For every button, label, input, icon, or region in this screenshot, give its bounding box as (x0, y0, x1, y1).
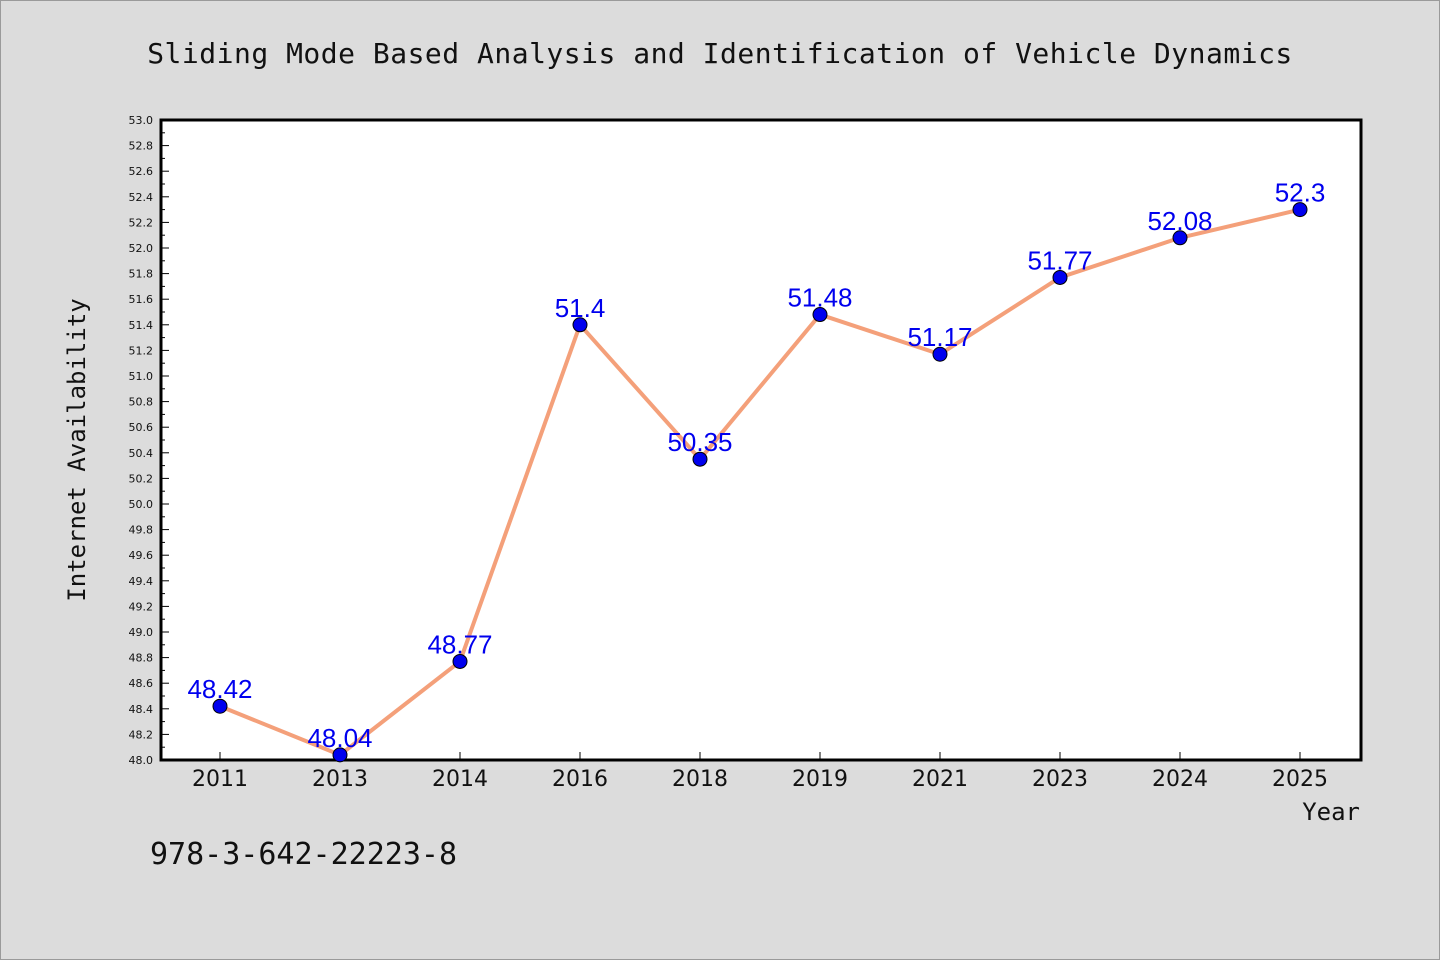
y-tick-label: 52.4 (129, 191, 154, 204)
y-axis: 48.0 48.2 48.4 48.6 48.8 49.0 49.2 49.4 49.6 49.8… (129, 114, 169, 767)
y-tick-label: 51.8 (129, 268, 154, 281)
y-tick-label: 52.0 (129, 242, 154, 255)
y-tick-label: 51.0 (129, 370, 154, 383)
x-tick-label: 2021 (912, 767, 968, 792)
data-point (812, 307, 828, 323)
y-tick-label: 52.6 (129, 165, 154, 178)
data-point (1172, 230, 1188, 246)
y-tick-label: 51.6 (129, 293, 154, 306)
y-tick-label: 49.4 (129, 575, 154, 588)
y-tick-label: 52.2 (129, 216, 154, 229)
y-tick-label: 48.2 (129, 728, 154, 741)
x-tick-label: 2013 (312, 767, 368, 792)
y-tick-label: 50.0 (129, 498, 154, 511)
data-label: 50.35 (667, 427, 732, 457)
x-tick-label: 2011 (192, 767, 248, 792)
x-tick-label: 2024 (1152, 767, 1208, 792)
y-tick-label: 50.4 (129, 447, 154, 460)
y-tick-label: 48.6 (129, 677, 154, 690)
x-tick-label: 2023 (1032, 767, 1088, 792)
data-point (332, 747, 348, 763)
y-tick-label: 48.8 (129, 652, 154, 665)
x-axis-title: Year (1302, 798, 1360, 826)
data-point (1052, 269, 1068, 285)
plot-area (159, 118, 1363, 762)
data-label: 48.77 (427, 629, 492, 659)
y-tick-label: 53.0 (129, 114, 154, 127)
y-tick-label: 50.8 (129, 396, 154, 409)
x-tick-label: 2016 (552, 767, 608, 792)
series-line (219, 207, 1301, 757)
x-tick-label: 2019 (792, 767, 848, 792)
y-tick-label: 50.2 (129, 472, 154, 485)
x-axis: 2011 2013 2014 2016 2018 2019 2021 2023 2024 2025 (192, 752, 1328, 792)
y-tick-label: 48.0 (129, 754, 154, 767)
x-tick-label: 2014 (432, 767, 488, 792)
data-label: 52.3 (1275, 178, 1326, 208)
y-tick-label: 49.2 (129, 600, 154, 613)
y-tick-label: 51.4 (129, 319, 154, 332)
y-tick-label: 50.6 (129, 421, 154, 434)
data-point (1292, 202, 1308, 218)
y-tick-label: 52.8 (129, 140, 154, 153)
data-label: 48.04 (307, 723, 372, 753)
data-label: 51.17 (907, 322, 972, 352)
y-tick-label: 51.2 (129, 344, 154, 357)
data-point (572, 317, 588, 333)
chart-title: Sliding Mode Based Analysis and Identifi… (147, 37, 1293, 70)
data-point (452, 653, 468, 669)
data-label: 48.42 (187, 674, 252, 704)
x-tick-label: 2018 (672, 767, 728, 792)
y-axis-title: Internet Availability (63, 298, 91, 601)
data-label: 52.08 (1147, 206, 1212, 236)
data-label: 51.77 (1027, 245, 1092, 275)
y-tick-label: 49.8 (129, 524, 154, 537)
data-point (932, 346, 948, 362)
data-point (692, 451, 708, 467)
y-tick-label: 49.6 (129, 549, 154, 562)
data-point (212, 698, 228, 714)
isbn-text: 978-3-642-22223-8 (150, 837, 457, 872)
series-layer: 48.42 48.04 48.77 51.4 50.35 51.48 51.17 51.77 5… (187, 178, 1326, 763)
data-label: 51.4 (555, 293, 606, 323)
y-tick-label: 48.4 (129, 703, 154, 716)
x-tick-label: 2025 (1272, 767, 1328, 792)
data-label: 51.48 (787, 283, 852, 313)
y-tick-label: 49.0 (129, 626, 154, 639)
